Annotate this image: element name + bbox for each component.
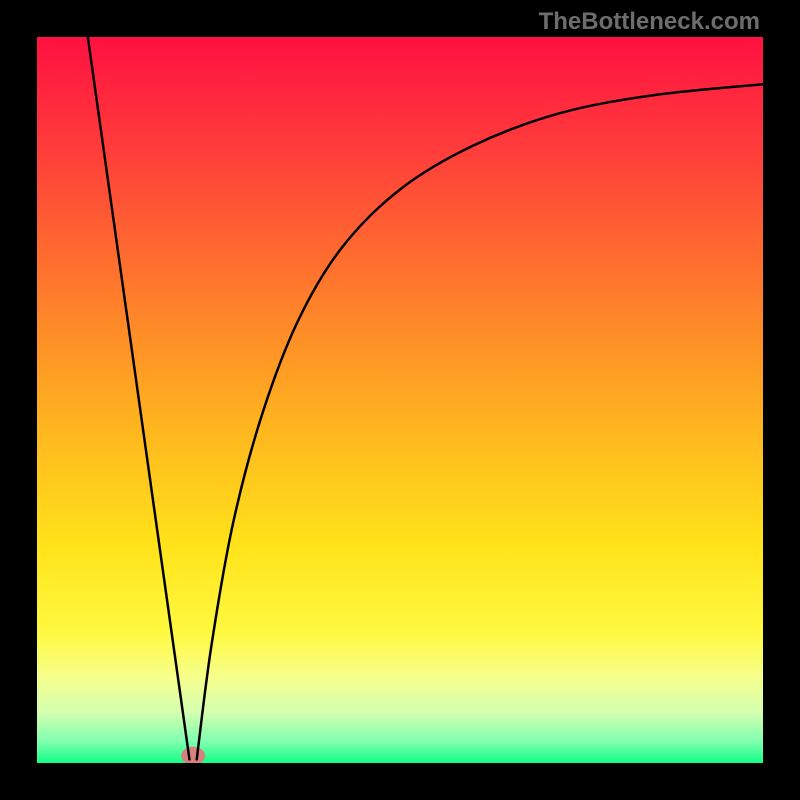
curve-left-branch [88, 37, 190, 759]
curve-layer [37, 37, 763, 763]
curve-right-branch [197, 84, 763, 759]
chart-frame: TheBottleneck.com [0, 0, 800, 800]
plot-area [37, 37, 763, 763]
minimum-marker [181, 747, 205, 763]
watermark-text: TheBottleneck.com [539, 8, 760, 36]
